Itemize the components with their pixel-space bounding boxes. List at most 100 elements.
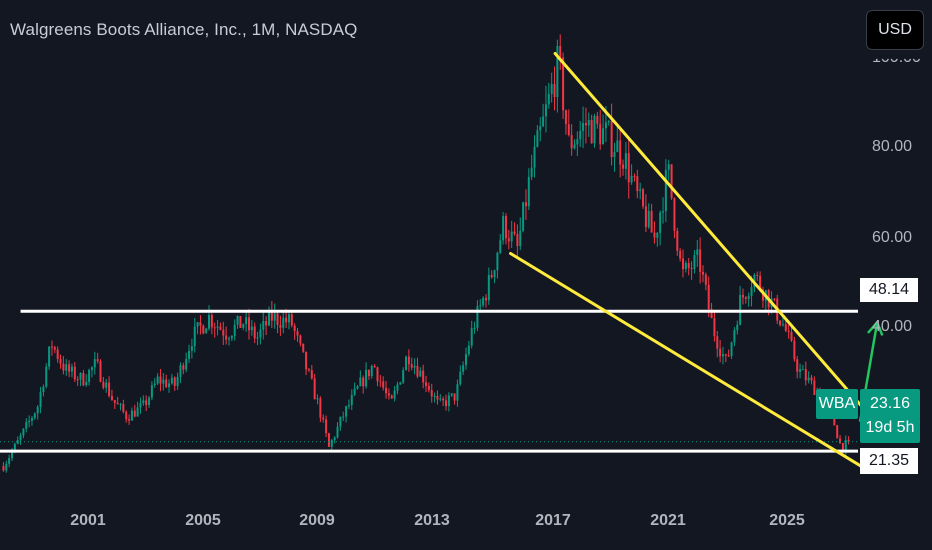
candle-body-152 — [436, 395, 439, 400]
candle-body-20 — [59, 359, 62, 364]
candle-body-0 — [2, 466, 5, 471]
candle-body-185 — [530, 167, 533, 177]
candle-body-67 — [193, 326, 196, 347]
candle-body-126 — [362, 377, 365, 387]
candle-body-133 — [382, 381, 385, 388]
candle-body-87 — [250, 326, 253, 331]
candle-body-111 — [319, 398, 322, 418]
candle-body-246 — [704, 274, 707, 285]
candle-body-149 — [427, 385, 430, 391]
bar-countdown: 19d 5h — [865, 419, 915, 436]
candle-body-31 — [90, 367, 93, 370]
candle-body-41 — [119, 404, 122, 406]
candle-body-64 — [185, 358, 188, 370]
candle-body-160 — [459, 371, 462, 385]
candle-body-96 — [276, 313, 279, 325]
candle-body-2 — [8, 458, 11, 464]
candle-body-38 — [110, 395, 113, 401]
candle-body-56 — [162, 379, 165, 384]
candle-body-250 — [716, 336, 719, 349]
trendline-upper — [553, 52, 893, 442]
candle-body-47 — [136, 407, 139, 417]
candle-body-228 — [653, 232, 656, 238]
candle-body-218 — [624, 153, 627, 169]
candle-body-46 — [133, 410, 136, 417]
candle-body-110 — [316, 398, 319, 400]
candle-body-97 — [279, 324, 282, 328]
candle-body-253 — [724, 354, 727, 356]
candle-body-251 — [719, 348, 722, 357]
candle-body-98 — [282, 317, 285, 328]
candle-body-210 — [602, 128, 605, 145]
candle-body-151 — [433, 395, 436, 397]
candle-body-8 — [25, 422, 28, 429]
candle-body-245 — [701, 271, 704, 275]
candle-body-281 — [804, 369, 807, 381]
candle-body-114 — [327, 433, 330, 447]
candle-body-140 — [402, 370, 405, 383]
candle-body-43 — [125, 411, 128, 420]
candle-body-7 — [22, 428, 25, 436]
candle-body-35 — [102, 381, 105, 388]
currency-button[interactable]: USD — [866, 10, 924, 50]
candle-body-116 — [333, 437, 336, 441]
candle-body-296 — [847, 439, 850, 442]
candle-body-282 — [807, 377, 810, 381]
candle-body-77 — [222, 329, 225, 336]
candle-body-123 — [353, 388, 356, 395]
candle-body-104 — [299, 335, 302, 344]
candle-body-105 — [302, 343, 305, 352]
x-tick-2025: 2025 — [769, 512, 805, 529]
candle-body-25 — [73, 366, 76, 380]
candle-body-54 — [156, 376, 159, 384]
candle-body-95 — [273, 313, 276, 321]
projection-arrow-head — [866, 321, 884, 336]
candle-body-229 — [656, 232, 659, 238]
resistance-level-label[interactable]: 48.14 — [860, 278, 918, 302]
candle-body-244 — [699, 249, 702, 272]
candle-body-141 — [405, 356, 408, 371]
y-tick-clipped-top: 100.00 — [872, 49, 921, 66]
candle-body-127 — [365, 369, 368, 387]
candle-body-226 — [647, 210, 650, 228]
candle-body-29 — [85, 381, 88, 386]
candle-body-70 — [202, 325, 205, 334]
candle-body-28 — [82, 373, 85, 386]
candle-body-236 — [676, 230, 679, 251]
candle-body-227 — [650, 210, 653, 233]
candle-body-184 — [527, 176, 530, 207]
candle-body-167 — [479, 305, 482, 307]
candle-body-59 — [170, 377, 173, 384]
candle-body-4 — [13, 443, 16, 452]
candle-body-130 — [373, 365, 376, 368]
candle-body-172 — [493, 270, 496, 278]
candle-body-128 — [367, 369, 370, 377]
candle-body-207 — [593, 115, 596, 144]
y-tick-60: 60.00 — [872, 229, 913, 246]
candle-body-139 — [399, 382, 402, 385]
candle-body-232 — [664, 169, 667, 212]
candle-body-134 — [385, 387, 388, 394]
candle-body-197 — [564, 110, 567, 125]
candle-body-190 — [544, 104, 547, 117]
candle-body-103 — [296, 331, 299, 336]
candle-body-27 — [79, 373, 82, 380]
candle-body-254 — [727, 355, 730, 357]
candle-body-50 — [145, 400, 148, 406]
candle-body-55 — [159, 376, 162, 384]
candle-body-179 — [513, 231, 516, 235]
candle-body-198 — [567, 124, 570, 136]
support-level-label[interactable]: 21.35 — [860, 448, 918, 474]
candle-body-11 — [33, 413, 36, 419]
candle-body-272 — [779, 320, 782, 326]
candle-body-51 — [148, 397, 151, 406]
candle-body-119 — [342, 416, 345, 418]
candle-body-13 — [39, 392, 42, 407]
candle-body-101 — [290, 314, 293, 326]
candle-body-107 — [307, 369, 310, 371]
candle-body-121 — [347, 404, 350, 407]
last-price-tag: 23.16 19d 5h — [860, 389, 920, 443]
candle-body-201 — [576, 139, 579, 145]
candle-body-186 — [533, 146, 536, 168]
